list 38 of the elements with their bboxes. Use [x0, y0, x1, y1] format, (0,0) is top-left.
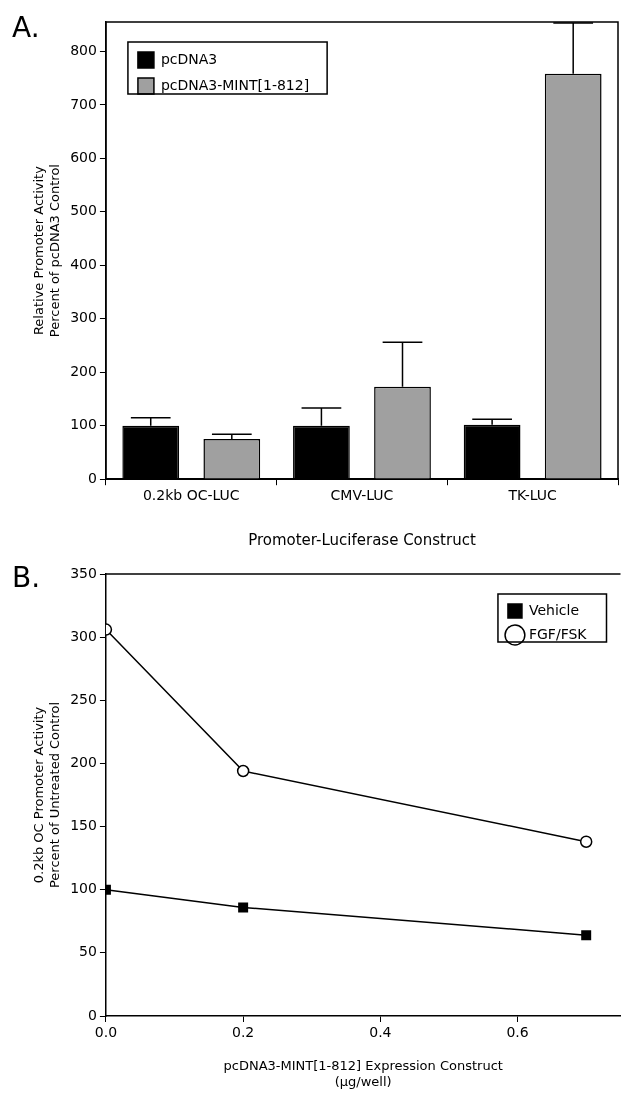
y-tick-label: 700 [70, 95, 97, 112]
y-tick-label: 0 [88, 1006, 97, 1023]
y-tick-label: 500 [70, 202, 97, 219]
x-axis-title: Promoter-Luciferase Construct [248, 530, 476, 549]
y-tick-label: 800 [70, 42, 97, 59]
legend-label: Vehicle [528, 601, 580, 618]
y-tick-label: 350 [70, 564, 97, 581]
y-tick-label: 300 [70, 309, 97, 326]
x-tick-label: 0.6 [506, 1024, 529, 1041]
y-tick-label: 50 [79, 943, 97, 960]
x-tick-label: 0.0 [94, 1024, 118, 1041]
y-tick-label: 200 [70, 362, 97, 379]
point [236, 764, 250, 778]
point [238, 902, 249, 913]
y-axis-title: Relative Promoter Activity Percent of pcDNA3 Control [31, 164, 62, 338]
legend-label: pcDNA3-MINT[1-812] [160, 76, 310, 93]
text: B. [12, 561, 41, 595]
y-tick-label: 300 [70, 627, 97, 644]
x-tick-label: 0.4 [369, 1024, 392, 1041]
y-tick-label: 200 [70, 754, 97, 771]
y-tick-label: 100 [70, 880, 97, 897]
x-tick-label: 0.2kb OC-LUC [142, 487, 240, 504]
y-tick-label: 400 [70, 255, 97, 272]
point [579, 835, 593, 848]
point [581, 930, 592, 941]
legend-label: pcDNA3 [160, 50, 218, 67]
y-tick-label: 0 [88, 469, 97, 486]
x-tick-label: 0.2 [232, 1024, 255, 1041]
y-axis-title: 0.2kb OC Promoter Activity Percent of Untreated Control [31, 701, 62, 889]
x-axis-title: pcDNA3-MINT[1-812] Expression Construct (μg/well) [223, 1057, 503, 1089]
x-tick-label: TK-LUC [507, 487, 558, 504]
y-tick-label: 150 [70, 817, 97, 834]
y-tick-label: 100 [70, 416, 97, 433]
text: A. [12, 11, 40, 45]
x-tick-label: CMV-LUC [330, 487, 394, 504]
legend-label: FGF/FSK [528, 625, 588, 642]
y-tick-label: 600 [70, 149, 97, 165]
y-tick-label: 250 [70, 690, 97, 707]
